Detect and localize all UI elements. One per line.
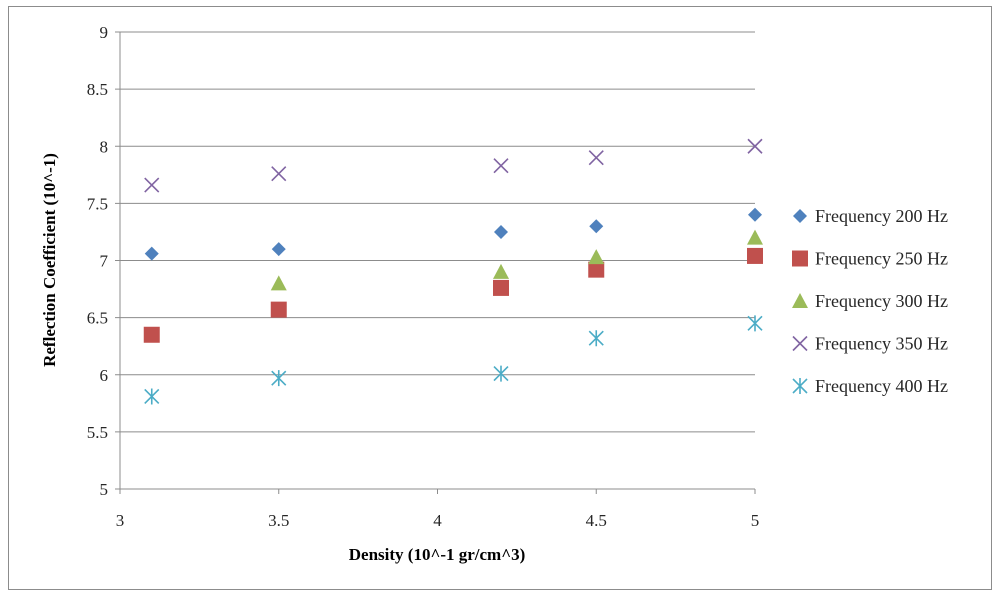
x-tick-labels: 3 3.5 4 4.5 5 bbox=[116, 511, 760, 530]
legend-marker-series-5 bbox=[792, 378, 808, 394]
data-point-series-4 bbox=[144, 177, 160, 193]
y-tick-label: 5.5 bbox=[87, 423, 108, 442]
legend-marker-series-4 bbox=[792, 335, 808, 352]
data-point-series-4 bbox=[747, 138, 763, 154]
data-point-series-5 bbox=[747, 315, 763, 332]
axes bbox=[115, 31, 756, 494]
x-tick-label: 5 bbox=[751, 511, 760, 530]
y-tick-label: 7.5 bbox=[87, 194, 108, 213]
y-axis-title: Reflection Coefficient (10^-1) bbox=[40, 153, 59, 367]
data-point-series-5 bbox=[144, 388, 160, 405]
data-point-series-3 bbox=[493, 263, 509, 279]
legend-marker-series-3 bbox=[792, 293, 808, 308]
data-point-series-2 bbox=[270, 301, 287, 318]
y-tick-label: 6.5 bbox=[87, 309, 108, 328]
data-point-series-2 bbox=[747, 247, 763, 264]
y-tick-label: 8 bbox=[100, 137, 109, 156]
chart-frame bbox=[8, 6, 992, 590]
data-point-series-2 bbox=[143, 326, 160, 343]
x-tick-label: 4.5 bbox=[586, 511, 607, 530]
legend-label-series-5: Frequency 400 Hz bbox=[815, 376, 948, 396]
x-tick-label: 4 bbox=[433, 511, 442, 530]
legend: Frequency 200 Hz Frequency 250 Hz Frequenc… bbox=[792, 206, 948, 396]
data-point-series-2 bbox=[493, 279, 509, 296]
data-point-series-2 bbox=[588, 261, 605, 278]
legend-label-series-3: Frequency 300 Hz bbox=[815, 291, 948, 311]
legend-marker-series-2 bbox=[792, 250, 808, 267]
y-tick-label: 7 bbox=[100, 252, 109, 271]
y-tick-label: 6 bbox=[100, 366, 109, 385]
data-point-series-5 bbox=[588, 330, 604, 347]
data-point-series-3 bbox=[588, 249, 605, 265]
x-axis-title: Density (10^-1 gr/cm^3) bbox=[349, 545, 526, 564]
legend-label-series-2: Frequency 250 Hz bbox=[815, 249, 948, 269]
legend-label-series-1: Frequency 200 Hz bbox=[815, 206, 948, 226]
data-point-series-5 bbox=[493, 365, 509, 382]
x-tick-label: 3.5 bbox=[268, 511, 289, 530]
y-tick-labels: 5 5.5 6 6.5 7 7.5 8 8.5 9 bbox=[87, 23, 109, 499]
data-point-series-1 bbox=[589, 219, 604, 234]
data-points bbox=[143, 138, 763, 405]
data-point-series-1 bbox=[494, 224, 508, 239]
data-point-series-3 bbox=[747, 229, 763, 245]
data-point-series-1 bbox=[748, 207, 762, 222]
legend-label-series-4: Frequency 350 Hz bbox=[815, 334, 948, 354]
legend-marker-series-1 bbox=[793, 209, 807, 223]
data-point-series-5 bbox=[271, 370, 287, 387]
data-point-series-1 bbox=[271, 242, 286, 257]
y-tick-label: 9 bbox=[100, 23, 109, 42]
x-tick-label: 3 bbox=[116, 511, 125, 530]
y-tick-label: 8.5 bbox=[87, 80, 108, 99]
y-tick-label: 5 bbox=[100, 480, 109, 499]
data-point-series-4 bbox=[271, 166, 287, 182]
data-point-series-3 bbox=[270, 275, 287, 291]
grid-lines bbox=[120, 31, 755, 433]
data-point-series-4 bbox=[493, 158, 509, 174]
data-point-series-4 bbox=[588, 150, 604, 166]
data-point-series-1 bbox=[144, 246, 159, 261]
